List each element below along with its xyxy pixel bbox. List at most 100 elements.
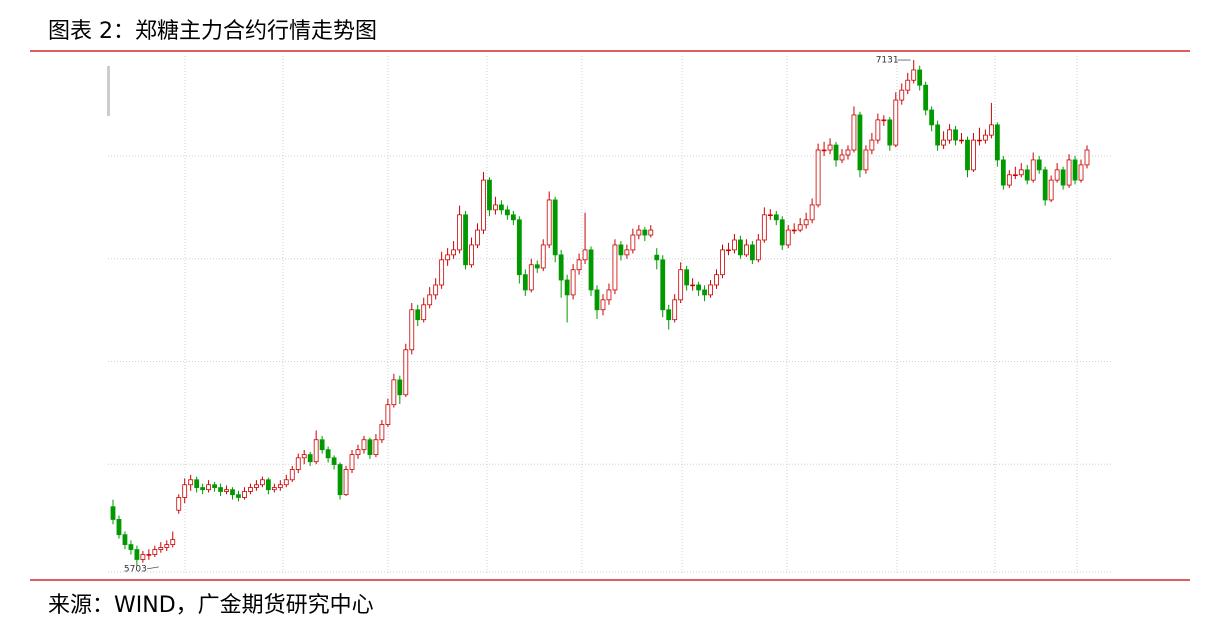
candle-body bbox=[965, 139, 970, 171]
candle-body bbox=[821, 149, 827, 152]
candle-body bbox=[475, 229, 480, 246]
candle-body bbox=[588, 249, 594, 291]
candle-body bbox=[427, 294, 433, 306]
candle-body bbox=[576, 259, 582, 271]
candle-body bbox=[164, 544, 170, 548]
candle-body bbox=[594, 289, 600, 311]
candle-body bbox=[289, 469, 295, 481]
candle-body bbox=[582, 249, 588, 261]
candle-body bbox=[146, 554, 152, 556]
candle-body bbox=[857, 114, 863, 171]
candle-body bbox=[254, 484, 259, 488]
candle-body bbox=[319, 439, 325, 451]
candle-body bbox=[1030, 159, 1036, 181]
candle-body bbox=[917, 69, 923, 86]
candle-body bbox=[248, 487, 253, 492]
candle-body bbox=[767, 214, 773, 217]
candle-body bbox=[809, 204, 815, 221]
candle-body bbox=[552, 199, 558, 256]
candle-body bbox=[1072, 159, 1078, 181]
candle-body bbox=[522, 274, 528, 291]
candle-body bbox=[1084, 149, 1090, 166]
min-label: 5703 bbox=[124, 564, 147, 574]
candle-body bbox=[1012, 174, 1018, 177]
candle-body bbox=[845, 149, 851, 156]
candle-body bbox=[445, 254, 451, 261]
candle-body bbox=[242, 491, 247, 498]
candle-body bbox=[827, 144, 833, 151]
candle-body bbox=[690, 284, 696, 287]
candle-body bbox=[295, 457, 301, 470]
candle-body bbox=[271, 487, 277, 491]
candle-body bbox=[421, 304, 427, 321]
candle-body bbox=[224, 489, 229, 492]
candle-body bbox=[738, 239, 743, 256]
candle-body bbox=[1060, 169, 1066, 186]
candle-body bbox=[642, 229, 648, 236]
candle-body bbox=[971, 139, 976, 171]
candle-body bbox=[433, 284, 439, 296]
vertical-grid bbox=[184, 56, 1078, 574]
candle-body bbox=[929, 109, 935, 126]
candle-body bbox=[785, 229, 791, 246]
candle-body bbox=[558, 254, 564, 281]
candle-body bbox=[499, 204, 504, 211]
candle-body bbox=[678, 269, 684, 301]
candle-body bbox=[899, 89, 905, 101]
candle-body bbox=[708, 284, 713, 296]
candle-body bbox=[510, 214, 516, 221]
candle-body bbox=[881, 119, 887, 122]
max-label: 7131 bbox=[876, 56, 899, 66]
candle-body bbox=[606, 289, 612, 301]
candle-body bbox=[863, 149, 869, 171]
candle-body bbox=[983, 134, 988, 141]
candle-body bbox=[230, 489, 235, 496]
candle-body bbox=[564, 279, 570, 296]
candle-body bbox=[283, 479, 289, 486]
candle-body bbox=[1018, 169, 1024, 176]
candle-body bbox=[516, 219, 522, 276]
candle-body bbox=[905, 79, 911, 91]
candle-body bbox=[714, 274, 719, 286]
candle-body bbox=[720, 249, 725, 276]
candle-body bbox=[200, 487, 206, 491]
candle-body bbox=[851, 114, 857, 151]
candle-body bbox=[1024, 169, 1030, 181]
candle-body bbox=[749, 244, 755, 261]
candle-body bbox=[923, 84, 929, 111]
candle-body bbox=[546, 199, 552, 246]
candle-body bbox=[612, 244, 618, 291]
candle-body bbox=[409, 309, 415, 351]
candle-body bbox=[732, 239, 737, 251]
candle-body bbox=[959, 139, 964, 142]
candle-body bbox=[1006, 174, 1012, 186]
source: 来源：WIND，广金期货研究中心 bbox=[48, 593, 374, 618]
candle-body bbox=[439, 259, 445, 286]
candle-body bbox=[116, 519, 122, 536]
candle-body bbox=[487, 179, 492, 211]
candle-body bbox=[218, 487, 223, 492]
candle-body bbox=[170, 539, 176, 546]
candle-body bbox=[803, 219, 809, 226]
candle-body bbox=[307, 454, 313, 463]
candle-body bbox=[630, 234, 636, 251]
candle-body bbox=[666, 309, 672, 321]
candle-body bbox=[176, 497, 182, 511]
candle-body bbox=[702, 289, 707, 296]
candle-body bbox=[696, 284, 701, 291]
candle-body bbox=[893, 99, 899, 146]
candle-body bbox=[128, 544, 134, 550]
candle-body bbox=[301, 454, 307, 459]
candle-body bbox=[1078, 164, 1084, 181]
candle-body bbox=[600, 299, 606, 311]
candle-body bbox=[361, 439, 367, 451]
candle-body bbox=[797, 224, 803, 231]
scroll-handle bbox=[107, 66, 110, 116]
candle-body bbox=[761, 214, 767, 241]
candle-body bbox=[791, 229, 797, 232]
candle-body bbox=[1054, 169, 1060, 181]
candle-body bbox=[672, 299, 678, 321]
candle-body bbox=[911, 69, 917, 81]
